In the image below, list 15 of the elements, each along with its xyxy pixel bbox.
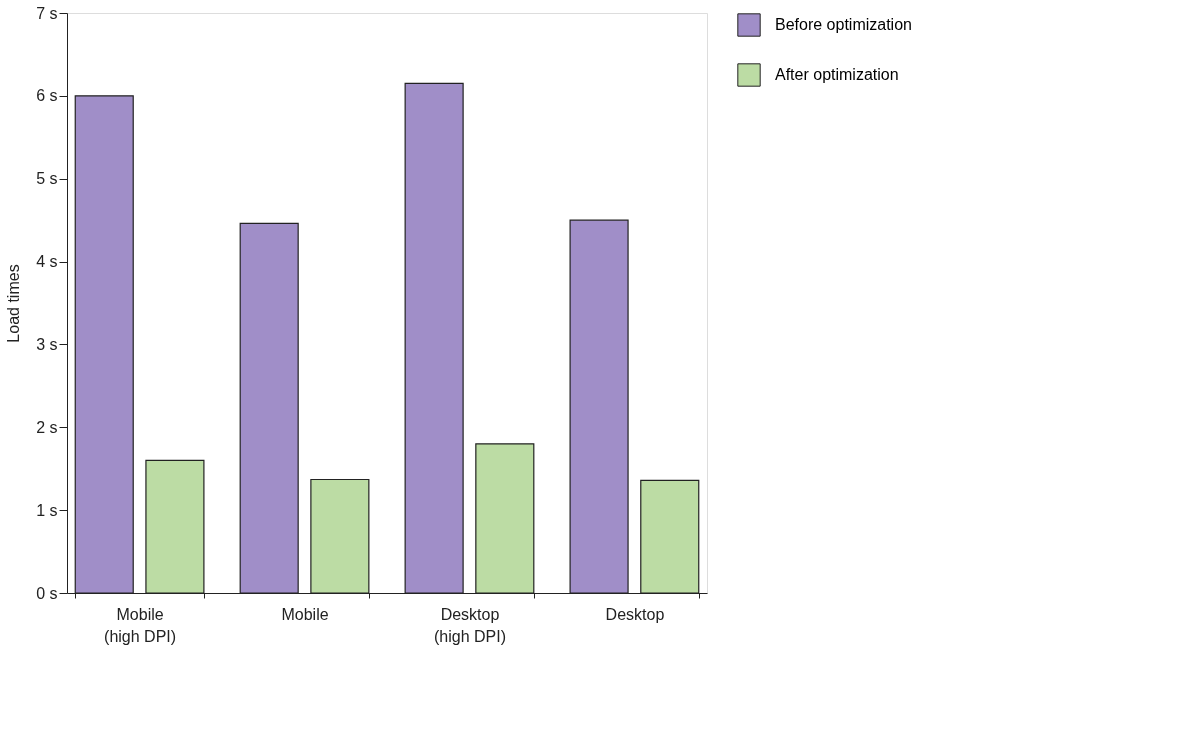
y-tick-label: 4 s [36,253,58,271]
legend-label: Before optimization [775,16,912,33]
y-tick-label: 3 s [36,335,58,353]
y-tick-label: 7 s [36,4,58,22]
x-tick-label: Mobile (high DPI) [104,605,177,645]
y-axis-title: Load times [5,264,23,343]
x-tick-label: Mobile [281,605,329,623]
x-tick-label: Desktop [605,605,665,623]
y-tick-label: 2 s [36,418,58,436]
y-tick-label: 5 s [36,170,58,188]
y-tick-label: 0 s [36,584,58,602]
legend-label: After optimization [775,66,899,83]
y-tick-label: 1 s [36,501,58,519]
y-tick-label: 6 s [36,87,58,105]
x-tick-label: Desktop (high DPI) [433,605,506,645]
